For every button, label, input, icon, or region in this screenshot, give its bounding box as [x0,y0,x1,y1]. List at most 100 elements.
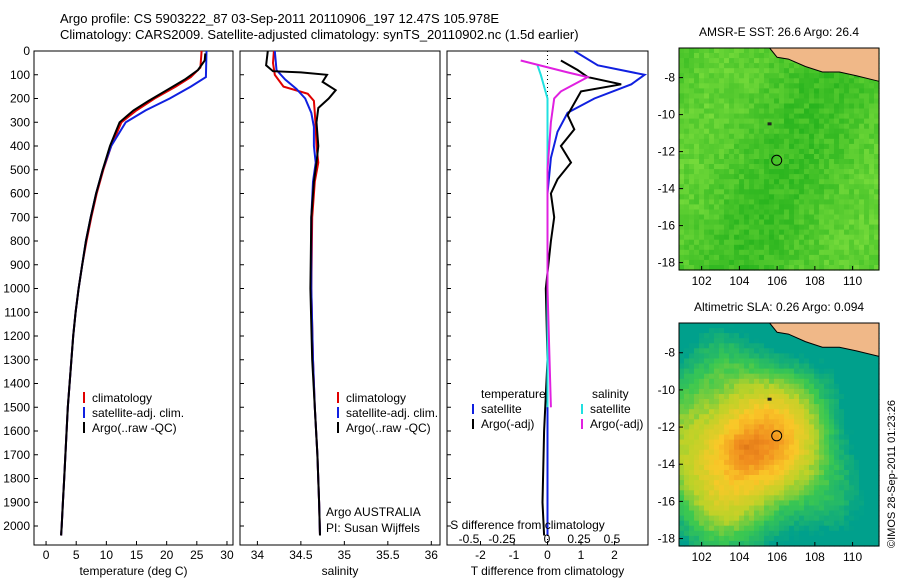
map-cell [679,464,685,471]
map-cell [739,174,745,180]
map-cell [689,530,695,537]
map-cell [874,108,880,115]
map-cell [764,373,770,380]
map-cell [734,323,740,329]
map-cell [749,214,755,221]
annotation-line1: Argo AUSTRALIA [326,505,421,519]
map-cell [844,470,850,476]
map-cell [684,123,690,130]
map-cell [834,399,840,405]
map-cell [764,159,770,165]
map-cell [684,434,690,441]
map-cell [759,429,765,436]
map-cell [834,98,840,105]
map-cell [744,535,750,542]
map-cell [834,179,840,185]
map-cell [854,234,860,241]
map-cell [724,123,730,130]
map-cell [769,530,775,537]
map-cell [834,490,840,496]
map-cell [869,259,875,266]
map-cell [869,265,875,271]
map-cell [799,148,805,155]
map-cell [804,118,810,125]
s-diff-tick-label: -0.25 [488,532,516,546]
map-cell [794,174,800,180]
temperature-x-tick-label: 5 [73,548,80,562]
map-cell [804,108,810,115]
map-cell [719,98,725,105]
map-cell [774,164,780,170]
map-cell [869,495,875,501]
map-cell [724,525,730,532]
map-cell [784,363,790,370]
map-cell [739,63,745,69]
map-cell [844,480,850,486]
map-cell [804,128,810,135]
map-cell [709,470,715,476]
map-cell [749,510,755,517]
map-cell [804,449,810,456]
map-cell [724,194,730,200]
map-cell [764,73,770,79]
map-cell [799,78,805,84]
map-cell [759,333,765,339]
map-cell [834,83,840,89]
map-cell [819,204,825,210]
map-cell [714,394,720,400]
map-cell [734,229,740,236]
map-y-tick-label: -16 [658,494,676,508]
map-cell [874,219,880,226]
map-cell [834,138,840,145]
map-cell [864,409,870,415]
map-cell [744,63,750,69]
map-cell [689,184,695,190]
map-cell [789,505,795,512]
map-cell [794,204,800,210]
map-cell [724,464,730,471]
map-cell [824,510,830,517]
map-cell [719,249,725,256]
map-cell [874,444,880,451]
map-cell [724,53,730,59]
map-cell [729,184,735,190]
map-cell [724,138,730,145]
map-cell [749,189,755,195]
map-cell [839,113,845,120]
map-cell [704,525,710,532]
map-cell [874,169,880,175]
map-cell [719,239,725,246]
map-cell [784,500,790,507]
map-cell [874,143,880,150]
map-cell [754,249,760,256]
salinity-x-axis-label: salinity [322,564,359,578]
map-cell [804,199,810,205]
map-cell [804,103,810,110]
map-cell [839,535,845,542]
map-cell [754,68,760,74]
map-cell [689,394,695,400]
map-cell [849,174,855,180]
map-cell [709,118,715,125]
map-cell [699,449,705,456]
map-cell [799,424,805,431]
map-cell [834,128,840,135]
map-cell [794,123,800,130]
map-cell [814,98,820,105]
map-cell [764,520,770,527]
map-cell [749,93,755,99]
map-cell [814,244,820,251]
map-cell [729,194,735,200]
map-cell [694,53,700,59]
map-cell [684,424,690,431]
map-cell [759,164,765,170]
map-cell [684,439,690,446]
map-cell [694,358,700,365]
map-cell [679,353,685,360]
map-cell [709,358,715,365]
map-cell [709,224,715,231]
map-cell [784,209,790,216]
map-cell [759,419,765,425]
map-cell [714,73,720,79]
map-cell [834,368,840,375]
